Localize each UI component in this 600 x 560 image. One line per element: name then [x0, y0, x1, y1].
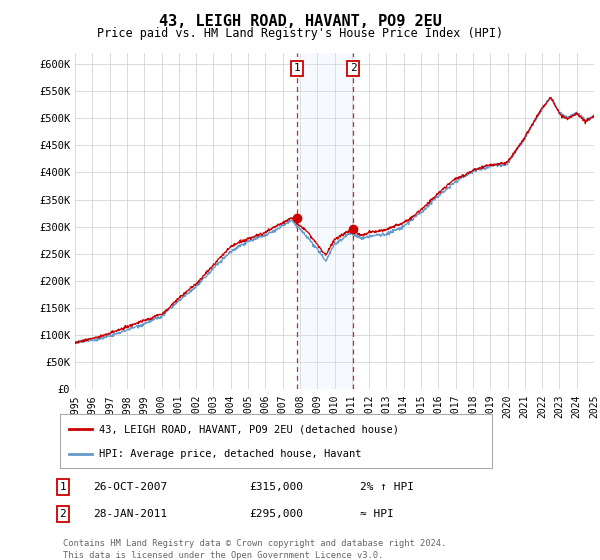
Text: Contains HM Land Registry data © Crown copyright and database right 2024.
This d: Contains HM Land Registry data © Crown c…: [63, 539, 446, 560]
Text: 43, LEIGH ROAD, HAVANT, PO9 2EU: 43, LEIGH ROAD, HAVANT, PO9 2EU: [158, 14, 442, 29]
Text: 2: 2: [350, 63, 356, 73]
Text: 26-OCT-2007: 26-OCT-2007: [93, 482, 167, 492]
Text: 1: 1: [59, 482, 67, 492]
Text: 1: 1: [293, 63, 300, 73]
Text: 43, LEIGH ROAD, HAVANT, PO9 2EU (detached house): 43, LEIGH ROAD, HAVANT, PO9 2EU (detache…: [99, 424, 399, 435]
Text: HPI: Average price, detached house, Havant: HPI: Average price, detached house, Hava…: [99, 449, 361, 459]
Text: 2% ↑ HPI: 2% ↑ HPI: [360, 482, 414, 492]
Text: £315,000: £315,000: [249, 482, 303, 492]
Text: 28-JAN-2011: 28-JAN-2011: [93, 509, 167, 519]
Text: Price paid vs. HM Land Registry's House Price Index (HPI): Price paid vs. HM Land Registry's House …: [97, 27, 503, 40]
Text: 2: 2: [59, 509, 67, 519]
Bar: [297, 53, 353, 389]
Text: ≈ HPI: ≈ HPI: [360, 509, 394, 519]
Text: £295,000: £295,000: [249, 509, 303, 519]
